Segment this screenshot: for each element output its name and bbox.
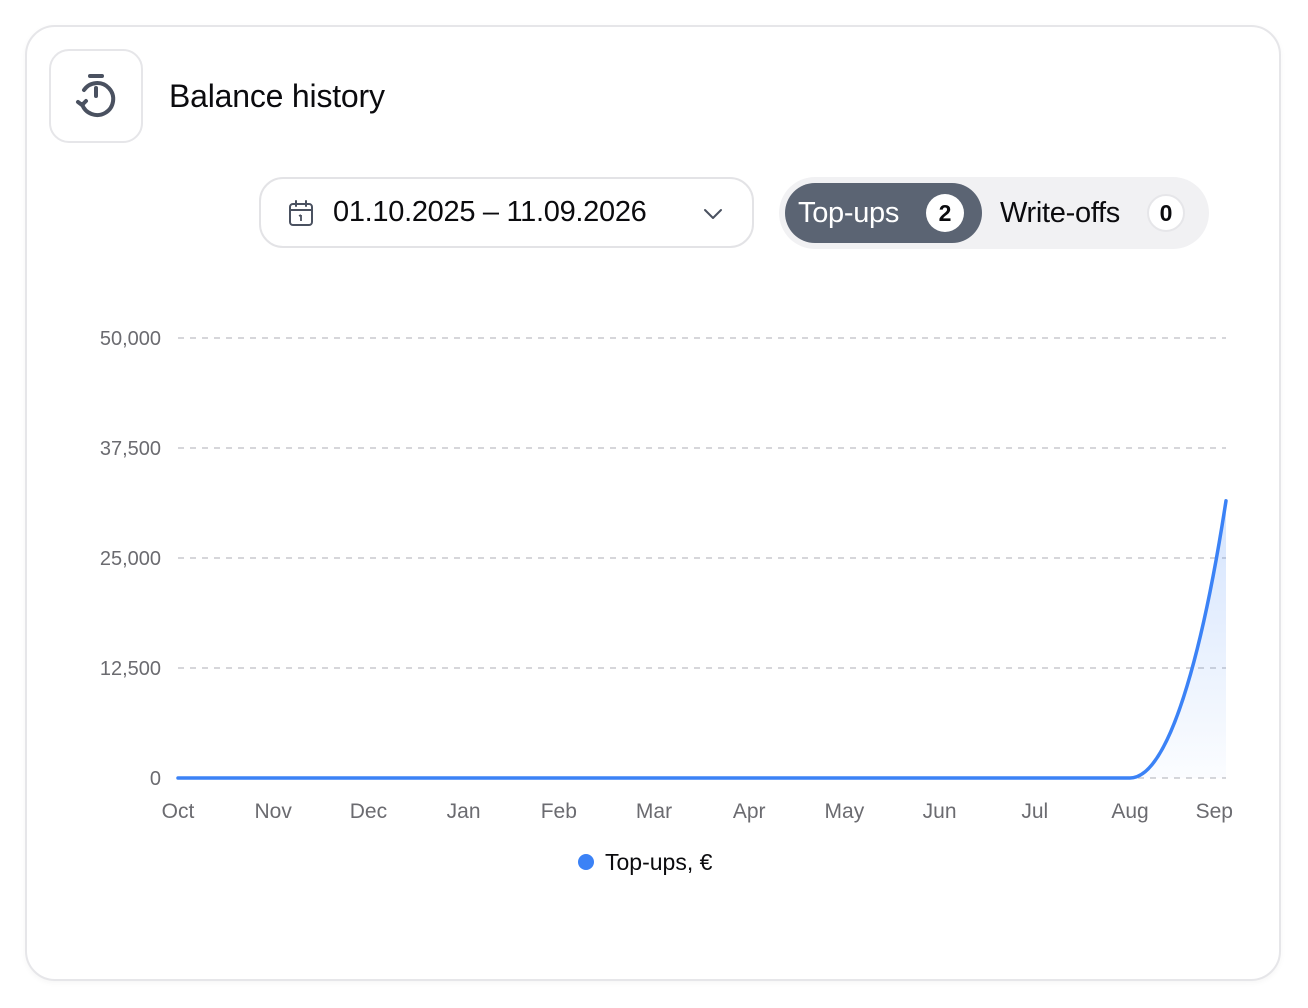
legend-label: Top-ups, €	[605, 848, 713, 875]
tab-top-ups-count: 2	[926, 194, 964, 232]
tab-write-offs-count: 0	[1147, 194, 1185, 232]
page-title: Balance history	[169, 78, 385, 114]
tab-top-ups[interactable]: Top-ups 2	[785, 183, 982, 243]
timer-reset-icon	[76, 74, 116, 118]
tab-top-ups-label: Top-ups	[798, 197, 900, 229]
transaction-type-toggle: Top-ups 2 Write-offs 0	[779, 177, 1209, 249]
calendar-icon	[289, 200, 313, 226]
tab-write-offs[interactable]: Write-offs 0	[985, 183, 1203, 243]
legend-marker	[578, 854, 594, 870]
chevron-down-icon	[704, 209, 722, 219]
tab-write-offs-label: Write-offs	[1000, 197, 1121, 229]
chart-legend: Top-ups, €	[578, 846, 712, 878]
balance-history-icon-box	[49, 49, 143, 143]
balance-history-card	[25, 25, 1281, 981]
date-range-value: 01.10.2025 – 11.09.2026	[333, 196, 647, 228]
date-range-picker[interactable]: 01.10.2025 – 11.09.2026	[259, 177, 754, 248]
